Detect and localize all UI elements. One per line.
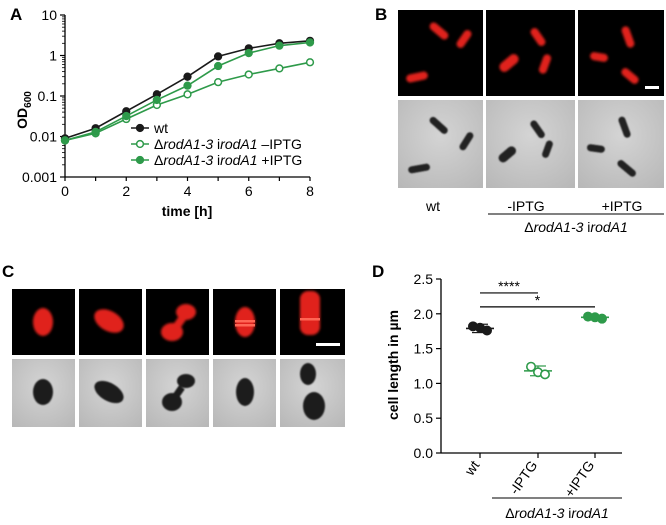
growth-data-point (183, 90, 192, 99)
growth-data-point (183, 81, 192, 90)
growth-data-point (91, 127, 100, 137)
growth-chart-y-tick-label: 0.01 (30, 129, 57, 145)
fluorescence-image-plus-iptg (578, 10, 664, 96)
phase-cells-c (33, 363, 325, 420)
growth-data-point (183, 72, 192, 81)
growth-chart-series (60, 36, 315, 145)
cell-length-series (466, 311, 609, 380)
growth-chart-y-tick-label: 0.1 (38, 88, 58, 104)
growth-chart-y-tick-label: 10 (41, 7, 57, 23)
growth-chart-y-tick-label: 1 (49, 48, 57, 64)
scale-bar-b (645, 86, 659, 89)
cell-length-axes: 0.0 0.5 1.0 1.5 2.0 2.5 (414, 271, 622, 461)
growth-chart-xlabel: time [h] (162, 203, 213, 219)
growth-data-point (275, 41, 284, 50)
cell-length-category-label: +IPTG (561, 458, 598, 501)
fluorescent-cells-b (406, 22, 639, 84)
significance-stars: * (535, 292, 541, 308)
growth-data-point (122, 111, 131, 121)
cell-length-y-tick-label: 1.5 (414, 341, 434, 357)
group-label-b: ΔrodA1-3 irodA1 (524, 219, 628, 235)
growth-data-point (305, 58, 315, 67)
growth-data-point (244, 70, 253, 79)
growth-data-point (213, 77, 223, 87)
growth-data-point (244, 48, 253, 58)
growth-data-point (275, 64, 284, 73)
legend-marker (135, 123, 145, 133)
cell-length-category-label: wt (461, 457, 483, 479)
growth-data-point (213, 52, 223, 61)
cell-length-chart: 0.00.51.01.52.02.5 ***** cell length in … (385, 271, 622, 521)
micrograph-panel-b: wt -IPTG +IPTG ΔrodA1-3 irodA1 (398, 10, 664, 235)
growth-data-point (60, 136, 70, 145)
growth-chart-x-tick-label: 8 (306, 183, 314, 199)
growth-data-point (152, 95, 162, 105)
cell-length-y-tick-label: 2.0 (414, 306, 434, 322)
panel-label-b: B (375, 5, 387, 24)
significance-stars: **** (498, 278, 520, 294)
growth-chart-x-tick-label: 0 (61, 183, 69, 199)
growth-chart-y-tick-label: 0.001 (22, 169, 57, 185)
significance-brackets: ***** (480, 278, 595, 308)
image-label-minus-iptg: -IPTG (507, 198, 544, 214)
image-label-wt: wt (425, 198, 440, 214)
image-label-plus-iptg: +IPTG (602, 198, 643, 214)
panel-label-c: C (2, 262, 14, 281)
phase-image-minus-iptg (486, 100, 575, 188)
cell-length-y-tick-label: 0.0 (414, 445, 434, 461)
growth-data-point (305, 38, 315, 47)
fluorescence-image-minus-iptg (486, 10, 575, 96)
legend-label-1: wt (153, 120, 168, 136)
panel-label-a: A (10, 5, 22, 24)
legend-label-2: ΔrodA1-3 irodA1 –IPTG (154, 136, 302, 152)
group-label-d: ΔrodA1-3 irodA1 (505, 505, 609, 521)
phase-image-wt (398, 100, 483, 188)
phase-cells-b (408, 116, 636, 177)
growth-chart-x-tick-label: 2 (122, 183, 130, 199)
panel-label-d: D (372, 262, 384, 281)
growth-chart-x-tick-label: 4 (184, 183, 192, 199)
fluorescence-image-wt (398, 10, 483, 96)
phase-image-plus-iptg (578, 100, 664, 188)
cell-length-y-tick-label: 2.5 (414, 271, 434, 287)
growth-chart-ylabel: OD600 (14, 91, 34, 129)
cell-length-categories: wt -IPTG +IPTG (461, 457, 598, 500)
legend-marker (135, 139, 145, 149)
cell-length-point (481, 325, 492, 336)
micrograph-panel-c (12, 289, 345, 427)
scale-bar-c (316, 343, 340, 346)
cell-length-point (539, 369, 550, 380)
cell-length-y-tick-label: 1.0 (414, 375, 434, 391)
cell-length-category-label: -IPTG (506, 458, 541, 498)
growth-chart-x-tick-label: 6 (245, 183, 253, 199)
cell-length-point (525, 361, 536, 372)
cell-length-y-tick-label: 0.5 (414, 410, 434, 426)
cell-length-point (596, 313, 607, 324)
legend-marker (135, 155, 145, 165)
septum-lines-c (235, 318, 320, 327)
legend-label-3: ΔrodA1-3 irodA1 +IPTG (154, 152, 302, 168)
cell-length-ylabel: cell length in µm (385, 310, 401, 420)
growth-chart-axes: 0.001 0.01 0.1 1 10 0 2 4 6 8 (22, 7, 314, 199)
growth-data-point (213, 61, 223, 71)
